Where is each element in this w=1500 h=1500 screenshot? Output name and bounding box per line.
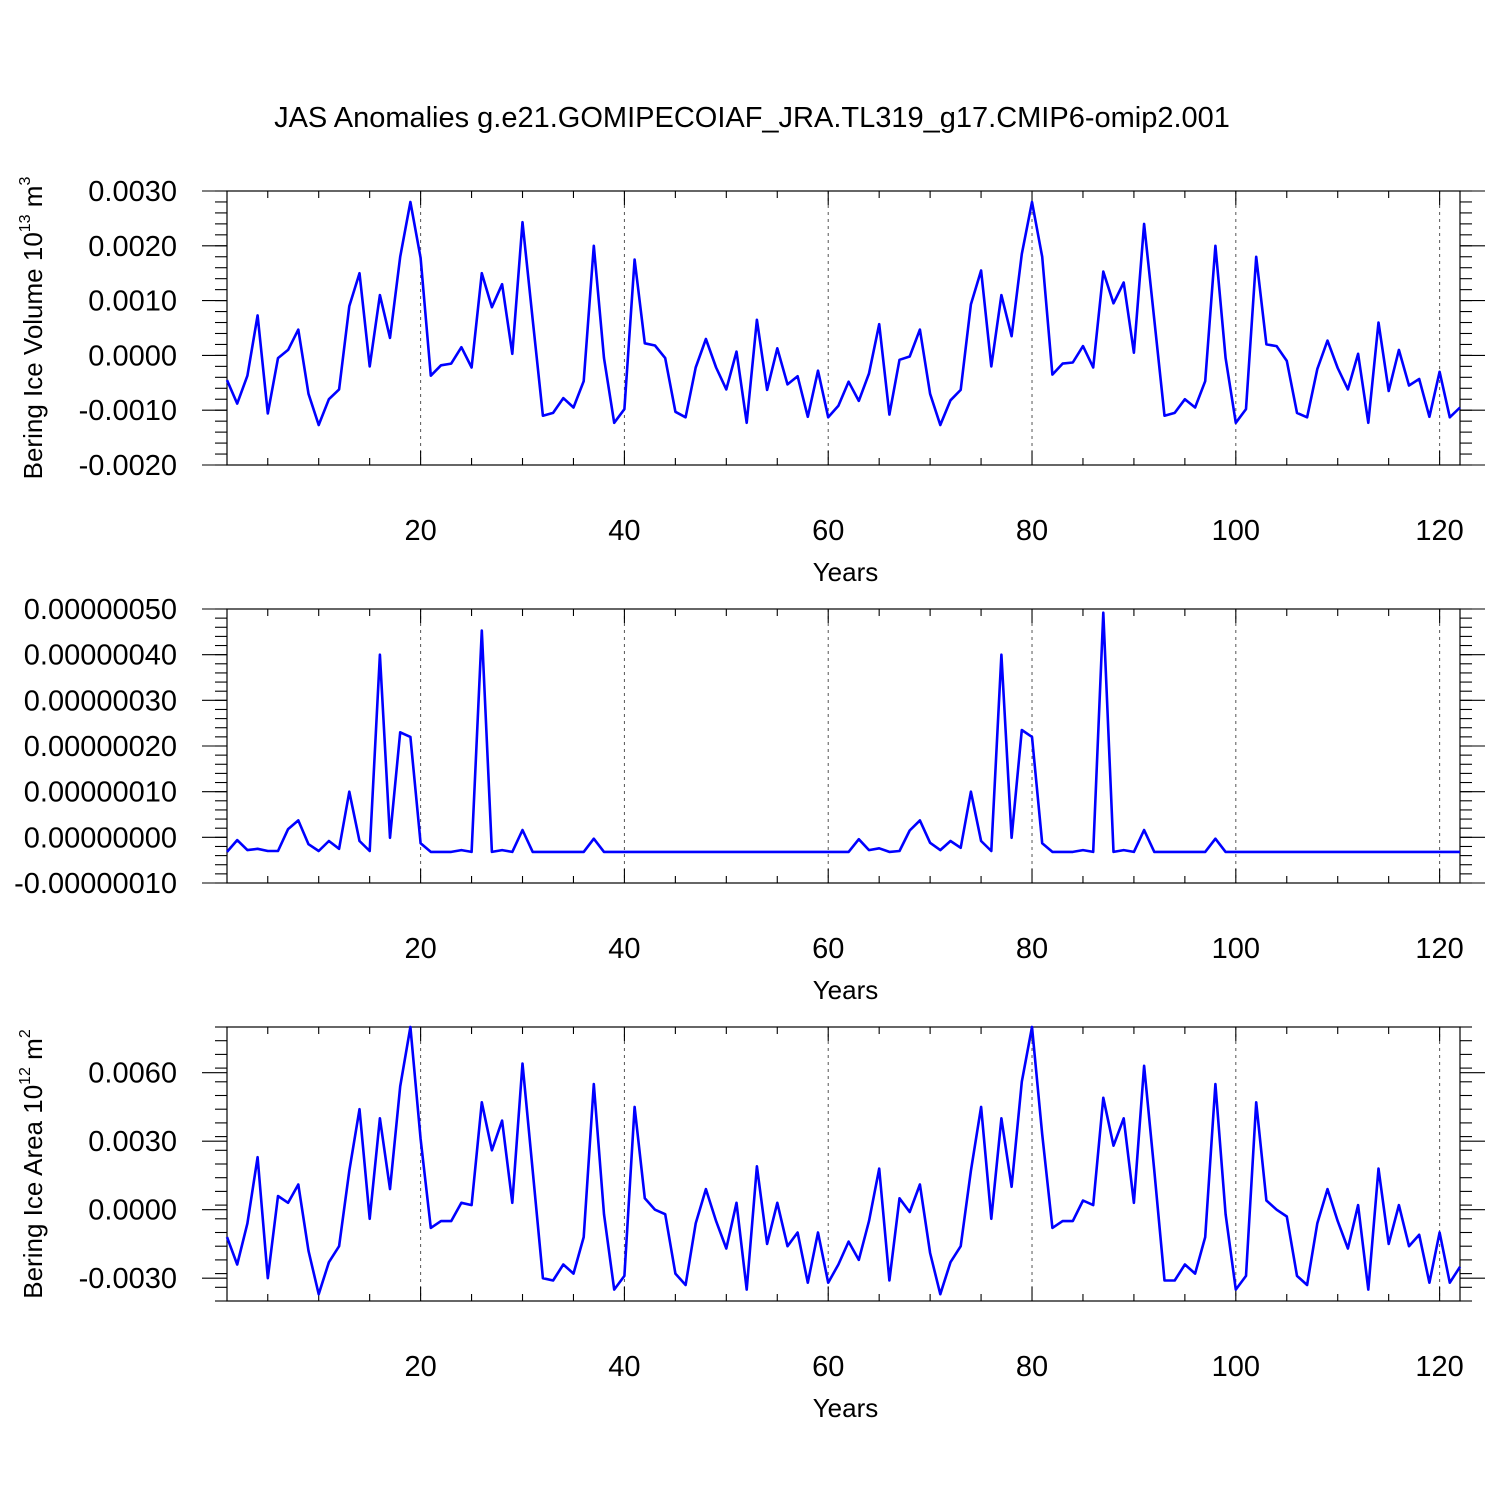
series-line bbox=[225, 200, 1461, 427]
plot-frame bbox=[226, 1026, 1461, 1302]
panel-ice-volume: 20 40 60 80 100 120 -0.0020 -0.0010 0.0000 0.0010… bbox=[17, 176, 1485, 587]
y-tick-label: 0.00000050 bbox=[24, 594, 177, 626]
panel-ice-area: 20 40 60 80 100 120 -0.0030 0.0000 0.0030 0.0060 Y… bbox=[17, 1025, 1485, 1423]
x-tick-label: 120 bbox=[1415, 933, 1463, 965]
x-tick-label: 120 bbox=[1415, 515, 1463, 547]
figure-title: JAS Anomalies g.e21.GOMIPECOIAF_JRA.TL31… bbox=[274, 102, 1230, 134]
x-tick-label: 20 bbox=[404, 1351, 436, 1383]
series-line bbox=[226, 611, 1460, 854]
y-tick-label: 0.00000010 bbox=[24, 777, 177, 809]
y-tick-label: 0.0030 bbox=[88, 1126, 177, 1158]
y-tick-label: 0.0030 bbox=[88, 176, 177, 208]
x-tick-label: 40 bbox=[608, 515, 640, 547]
x-tick-label: 40 bbox=[608, 1351, 640, 1383]
y-tick-label: 0.0000 bbox=[88, 340, 177, 372]
x-tick-label: 120 bbox=[1415, 1351, 1463, 1383]
y-axis-label: Bering Ice Area 1012 m2 bbox=[17, 1029, 48, 1299]
y-tick-label: 0.0010 bbox=[88, 286, 177, 318]
plot-frame bbox=[226, 190, 1461, 466]
y-tick-label: -0.0020 bbox=[79, 450, 177, 482]
x-tick-label: 60 bbox=[812, 515, 844, 547]
x-tick-label: 60 bbox=[812, 933, 844, 965]
y-tick-label: 0.00000030 bbox=[24, 685, 177, 717]
y-tick-label: -0.0030 bbox=[79, 1263, 177, 1295]
x-tick-label: 40 bbox=[608, 933, 640, 965]
x-axis-label: Years bbox=[813, 557, 879, 587]
y-axis-label: Bering Ice Volume 1013 m3 bbox=[17, 177, 48, 480]
x-tick-label: 20 bbox=[404, 933, 436, 965]
x-tick-label: 60 bbox=[812, 1351, 844, 1383]
x-tick-label: 100 bbox=[1212, 1351, 1260, 1383]
y-tick-label: 0.00000040 bbox=[24, 640, 177, 672]
y-tick-label: -0.0010 bbox=[79, 395, 177, 427]
x-tick-label: 80 bbox=[1016, 1351, 1048, 1383]
y-tick-label: 0.00000000 bbox=[24, 822, 177, 854]
x-tick-label: 80 bbox=[1016, 933, 1048, 965]
x-tick-label: 20 bbox=[404, 515, 436, 547]
x-tick-label: 100 bbox=[1212, 515, 1260, 547]
series-line bbox=[225, 1025, 1462, 1296]
y-tick-label: 0.0060 bbox=[88, 1058, 177, 1090]
y-tick-label: -0.00000010 bbox=[14, 868, 177, 900]
x-axis-label: Years bbox=[813, 1393, 879, 1423]
x-tick-label: 100 bbox=[1212, 933, 1260, 965]
x-tick-label: 80 bbox=[1016, 515, 1048, 547]
y-tick-label: 0.0000 bbox=[88, 1195, 177, 1227]
x-axis-label: Years bbox=[813, 975, 879, 1005]
y-tick-label: 0.0020 bbox=[88, 231, 177, 263]
panel-series-2: 20 40 60 80 100 120 -0.00000010 0.00000000 0.000… bbox=[14, 594, 1485, 1005]
y-tick-label: 0.00000020 bbox=[24, 731, 177, 763]
